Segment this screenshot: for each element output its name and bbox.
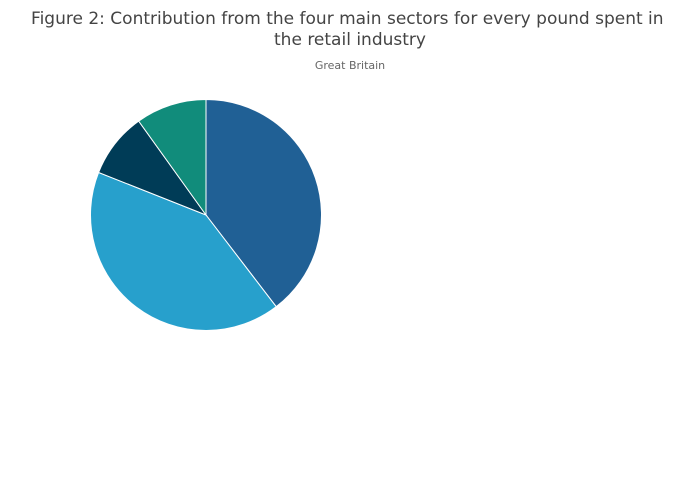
pie-slice bbox=[138, 98, 207, 217]
pie-slice bbox=[90, 171, 277, 331]
pie bbox=[90, 98, 322, 331]
chart-title-line: Figure 2: Contribution from the four mai… bbox=[31, 9, 664, 29]
chart-title: Figure 2: Contribution from the four mai… bbox=[31, 9, 669, 50]
pie-slice bbox=[205, 98, 322, 308]
chart-title-line: the retail industry bbox=[274, 30, 426, 50]
chart-subtitle: Great Britain bbox=[315, 59, 385, 72]
